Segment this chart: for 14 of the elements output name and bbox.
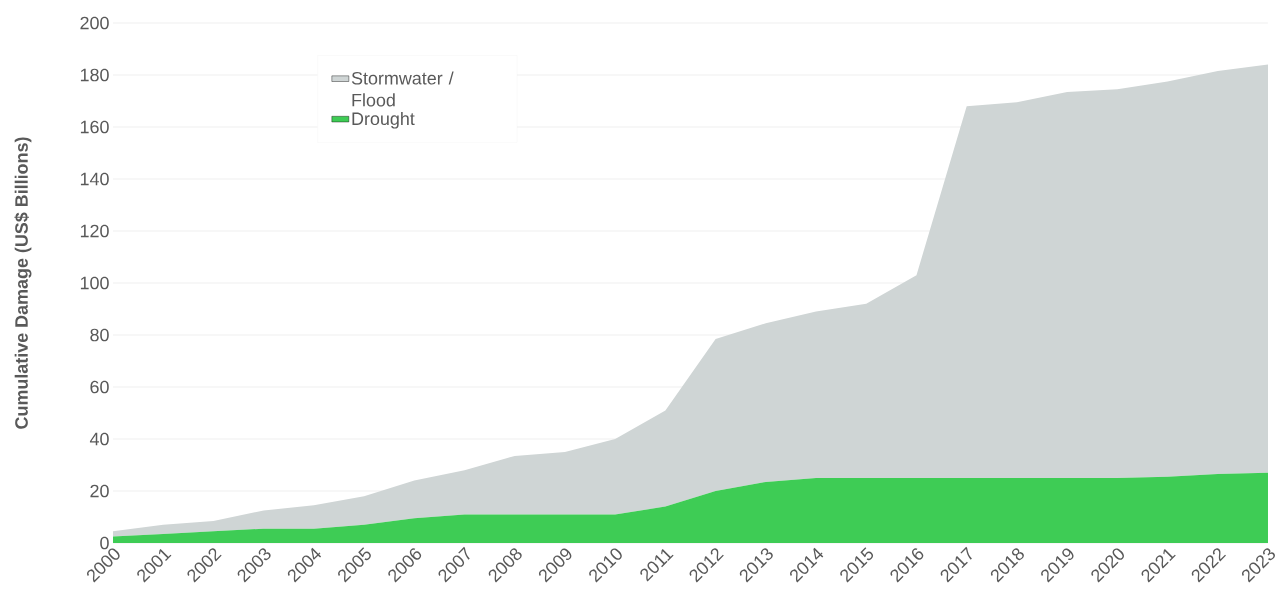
y-tick-label: 200 [80,16,109,30]
y-axis-title: Cumulative Damage (US$ Billions) [14,137,32,429]
y-tick-label: 160 [80,120,109,134]
y-tick-label: 180 [80,68,109,82]
y-tick-label: 60 [90,380,109,394]
legend-label: Drought [352,111,415,129]
y-tick-label: 120 [80,224,109,238]
y-tick-label: 80 [90,328,109,342]
y-tick-label: 0 [100,536,109,550]
y-tick-label: 100 [80,276,109,290]
y-tick-label: 40 [89,432,109,446]
legend-label: Stormwater / Flood [351,71,454,107]
y-tick-label: 20 [90,484,109,498]
y-tick-label: 140 [80,172,109,186]
